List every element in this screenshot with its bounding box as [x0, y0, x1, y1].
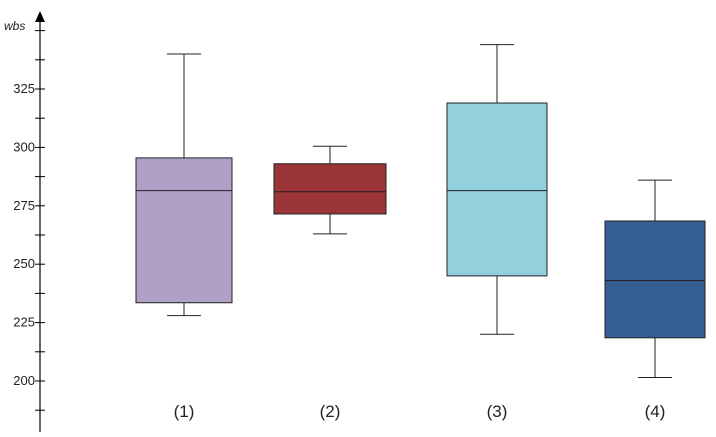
y-tick-label: 300: [13, 139, 35, 154]
y-axis-arrow: [35, 11, 45, 22]
boxes: [135, 44, 706, 378]
box-2: [273, 145, 387, 235]
box-iqr: [604, 220, 706, 339]
y-axis-label: wbs: [4, 19, 25, 33]
y-tick-label: 275: [13, 198, 35, 213]
y-tick-label: 250: [13, 256, 35, 271]
box-4: [604, 179, 706, 378]
y-tick-label: 200: [13, 373, 35, 388]
box-iqr: [446, 102, 548, 277]
category-label: (3): [487, 402, 508, 421]
box-1: [135, 53, 233, 317]
box-iqr: [273, 163, 387, 215]
category-label: (1): [174, 402, 195, 421]
y-tick-label: 325: [13, 81, 35, 96]
category-labels: (1) (2) (3) (4): [174, 402, 666, 421]
y-axis: wbs 200 225 250 275 300 325: [4, 11, 45, 432]
category-label: (2): [320, 402, 341, 421]
y-ticks: 200 225 250 275 300 325: [13, 30, 45, 411]
box-iqr: [135, 157, 233, 304]
box-3: [446, 44, 548, 335]
y-tick-label: 225: [13, 315, 35, 330]
category-label: (4): [645, 402, 666, 421]
